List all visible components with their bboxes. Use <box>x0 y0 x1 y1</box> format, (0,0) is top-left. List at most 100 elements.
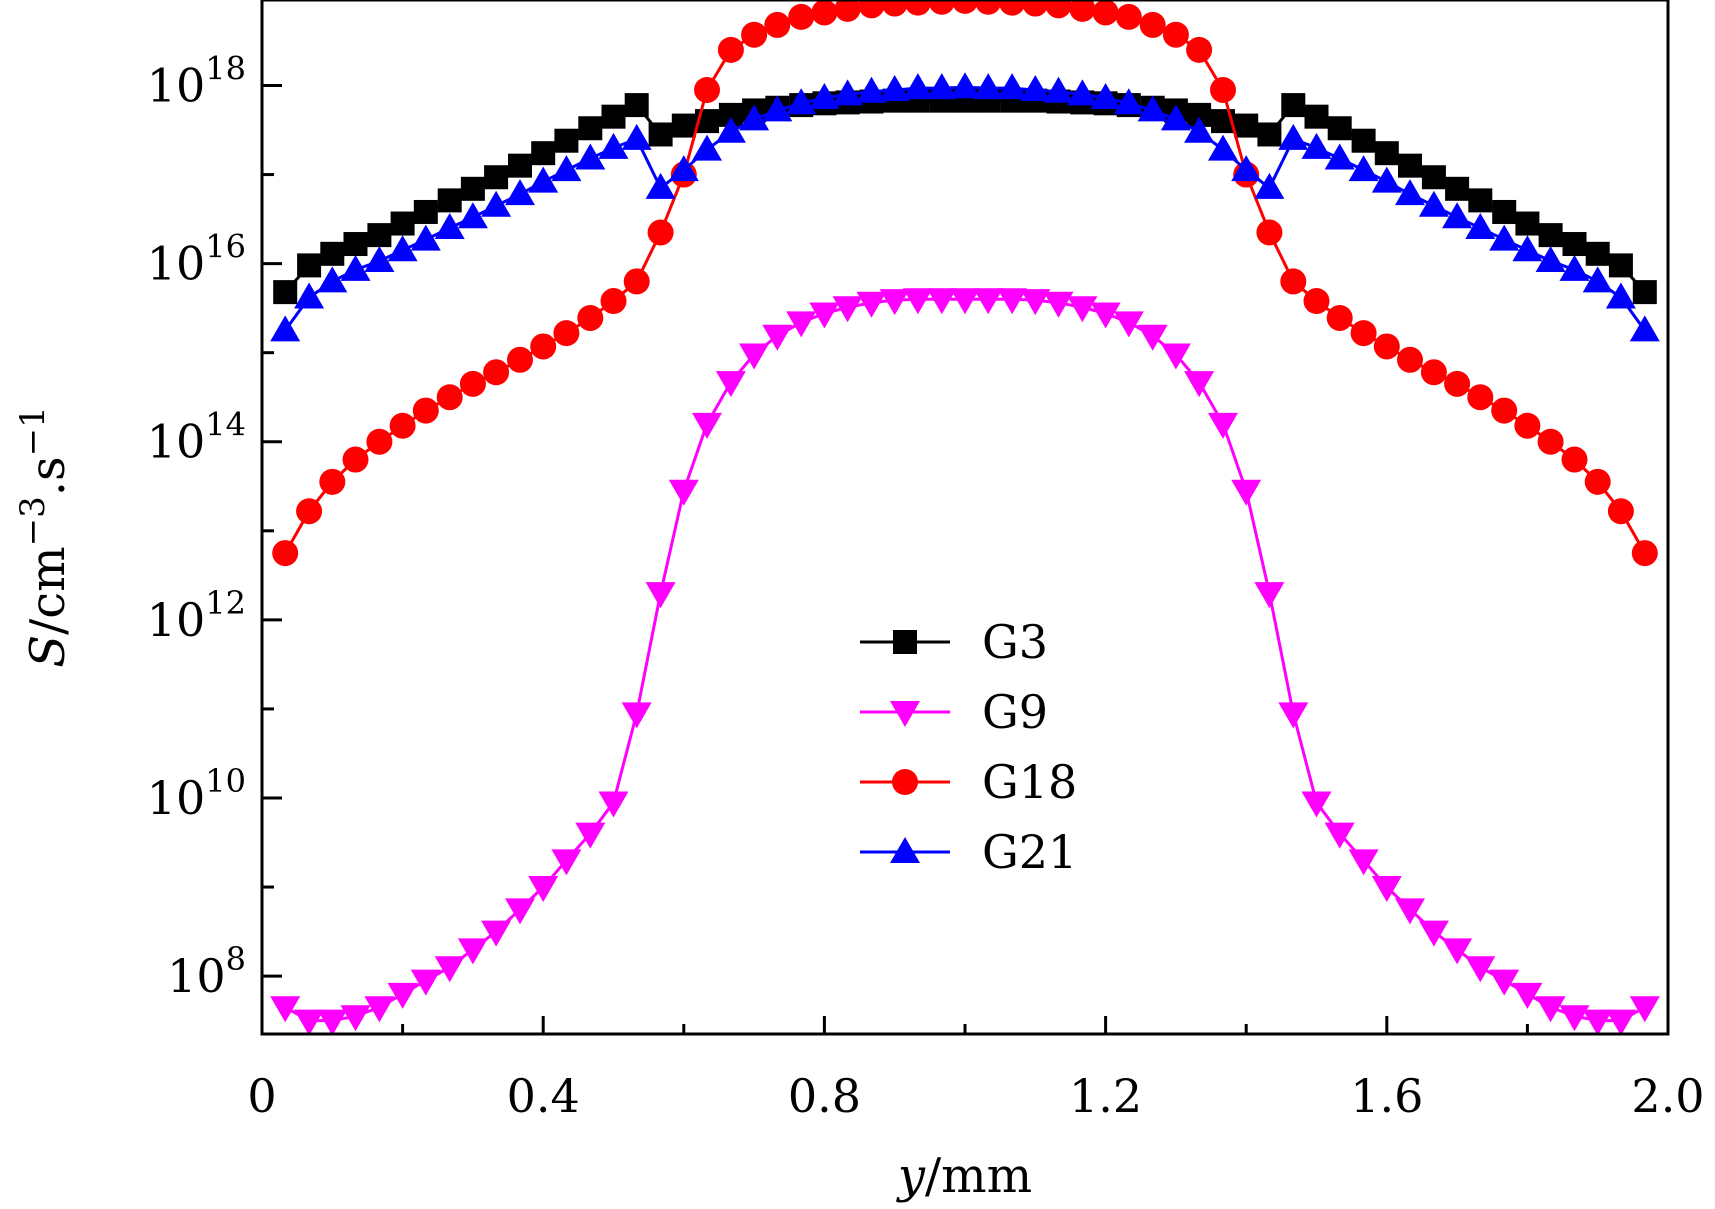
data-point-g21 <box>1418 190 1449 217</box>
data-point-g18 <box>1584 468 1611 495</box>
data-point-g9 <box>1465 956 1496 983</box>
data-point-g9 <box>1137 324 1168 351</box>
data-point-g18 <box>788 3 815 30</box>
x-tick-label: 2.0 <box>1631 1069 1704 1123</box>
data-point-g9 <box>1184 371 1215 398</box>
data-point-g18 <box>1186 36 1213 63</box>
data-point-g18 <box>553 320 580 347</box>
data-point-g9 <box>1231 479 1262 506</box>
data-point-g9 <box>786 311 817 338</box>
data-point-g21 <box>457 202 488 229</box>
data-point-g18 <box>1326 304 1353 331</box>
data-point-g18 <box>1092 0 1119 26</box>
data-point-g9 <box>1582 1009 1613 1034</box>
data-point-g18 <box>999 0 1026 16</box>
data-point-g18 <box>1444 370 1471 397</box>
data-point-g3 <box>460 176 485 201</box>
legend-item-g3: G3 <box>860 615 1048 669</box>
data-point-g9 <box>950 288 980 315</box>
data-point-g3 <box>1304 104 1329 129</box>
data-point-g18 <box>904 0 931 16</box>
data-point-g9 <box>973 288 1004 315</box>
data-point-g9 <box>1208 412 1239 439</box>
series-g9 <box>270 288 1660 1034</box>
data-point-g18 <box>366 428 393 455</box>
data-point-g21 <box>1020 74 1051 101</box>
x-tick-label: 0.8 <box>788 1069 861 1123</box>
data-point-g18 <box>928 0 955 15</box>
data-point-g9 <box>902 288 933 315</box>
data-point-g3 <box>1468 188 1493 213</box>
legend-label: G9 <box>982 685 1048 739</box>
data-point-g9 <box>551 849 582 876</box>
label-layer: 0 0.4 0.8 1.2 1.6 2.0 108 1010 1012 1014 1016 1018 y… <box>13 49 1705 1204</box>
data-point-g18 <box>1514 412 1541 439</box>
data-point-g18 <box>1396 346 1423 373</box>
data-point-g18 <box>764 11 791 38</box>
x-tick-label: 1.6 <box>1350 1069 1423 1123</box>
data-point-g3 <box>1397 153 1422 178</box>
data-point-g9 <box>294 1009 325 1034</box>
data-point-g18 <box>1022 0 1049 17</box>
data-point-g9 <box>575 822 606 849</box>
data-point-g18 <box>1210 76 1237 103</box>
data-point-g21 <box>1113 88 1144 115</box>
legend-item-g18: G18 <box>860 755 1077 809</box>
y-tick-label: 108 <box>167 940 246 1003</box>
data-point-g3 <box>297 253 322 278</box>
data-point-g9 <box>1020 289 1051 316</box>
data-point-g3 <box>1492 199 1517 224</box>
data-point-g18 <box>975 0 1002 15</box>
data-point-g9 <box>1489 969 1520 996</box>
data-point-g21 <box>1137 95 1168 122</box>
data-point-g3 <box>1257 122 1282 147</box>
data-point-g18 <box>436 384 463 411</box>
data-point-g3 <box>531 141 556 166</box>
data-point-g18 <box>459 370 486 397</box>
data-point-g9 <box>809 302 840 329</box>
data-point-g3 <box>484 165 509 190</box>
data-point-g18 <box>1045 0 1072 19</box>
data-point-g18 <box>1537 428 1564 455</box>
data-point-g18 <box>811 0 838 26</box>
data-point-g18 <box>1631 540 1658 567</box>
data-point-g9 <box>691 412 722 439</box>
data-point-g9 <box>364 996 395 1023</box>
data-point-g9 <box>528 876 559 903</box>
series-g18 <box>272 0 1658 567</box>
data-point-g21 <box>1043 76 1074 103</box>
series-g3 <box>273 88 1657 305</box>
data-point-g3 <box>273 280 298 305</box>
legend-marker <box>893 630 917 654</box>
data-point-g21 <box>668 155 699 182</box>
data-point-g21 <box>786 88 817 115</box>
data-point-g21 <box>809 82 840 109</box>
data-point-g18 <box>319 468 346 495</box>
data-point-g21 <box>1489 224 1520 251</box>
data-point-g3 <box>508 153 533 178</box>
data-point-g9 <box>1090 302 1121 329</box>
data-point-g21 <box>481 190 512 217</box>
data-point-g3 <box>437 188 462 213</box>
data-point-g21 <box>1231 155 1262 182</box>
data-point-g3 <box>1234 113 1259 138</box>
data-point-g21 <box>879 74 910 101</box>
data-point-g18 <box>858 0 885 19</box>
data-point-g21 <box>1535 245 1566 272</box>
data-point-g9 <box>1418 920 1449 947</box>
data-point-g21 <box>1559 254 1590 281</box>
data-point-g21 <box>387 235 418 262</box>
data-point-g9 <box>481 920 512 947</box>
data-point-g18 <box>741 21 768 48</box>
data-point-g18 <box>1303 288 1330 315</box>
data-point-g21 <box>551 155 582 182</box>
data-point-g3 <box>413 199 438 224</box>
data-point-g18 <box>717 36 744 63</box>
data-point-g18 <box>272 540 299 567</box>
data-point-g21 <box>926 73 957 100</box>
data-point-g21 <box>973 73 1004 100</box>
data-point-g21 <box>715 116 746 143</box>
data-point-g21 <box>340 254 371 281</box>
x-tick-label: 0 <box>247 1069 276 1123</box>
